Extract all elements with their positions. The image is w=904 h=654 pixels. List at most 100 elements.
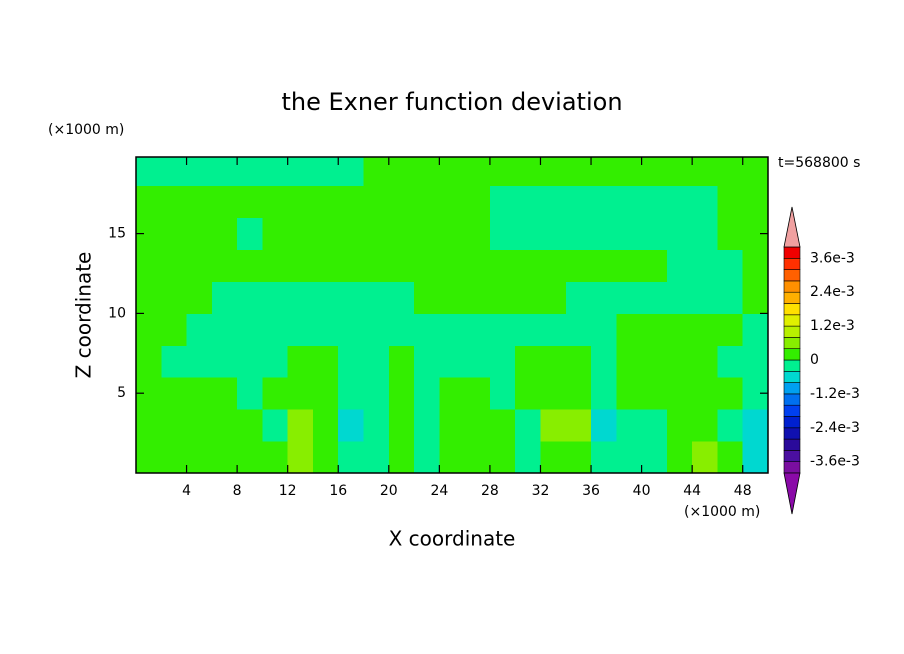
- field-cell: [237, 281, 263, 314]
- field-cell: [717, 157, 744, 187]
- field-cell: [262, 313, 289, 346]
- field-cell: [262, 345, 289, 378]
- field-cell: [742, 345, 768, 378]
- field-cell: [666, 441, 693, 473]
- field-cell: [742, 185, 768, 219]
- field-cell: [666, 377, 693, 410]
- field-cell: [692, 281, 718, 314]
- field-cell: [616, 157, 643, 187]
- field-cell: [591, 249, 617, 282]
- field-cell: [136, 157, 162, 187]
- x-tick-label: 28: [481, 483, 499, 499]
- field-cell: [565, 249, 592, 282]
- field-cell: [414, 281, 440, 314]
- field-cell: [262, 441, 289, 473]
- field-cell: [363, 313, 390, 346]
- field-cell: [464, 409, 491, 442]
- field-cell: [414, 185, 440, 219]
- field-cell: [287, 377, 314, 410]
- field-cell: [388, 409, 415, 442]
- colorbar-box: [783, 269, 801, 282]
- field-cell: [641, 249, 668, 282]
- field-cell: [464, 249, 491, 282]
- field-cell: [742, 281, 768, 314]
- field-cell: [211, 249, 238, 282]
- field-cell: [717, 217, 744, 251]
- field-cell: [338, 217, 365, 251]
- field-cell: [540, 217, 567, 251]
- colorbar-box: [783, 461, 801, 474]
- field-cell: [591, 441, 617, 473]
- field-cell: [692, 249, 718, 282]
- colorbar-label: 3.6e-3: [810, 250, 855, 266]
- colorbar-box: [783, 337, 801, 349]
- field-cell: [616, 281, 643, 314]
- field-cell: [161, 217, 188, 251]
- field-cell: [591, 377, 617, 410]
- field-cell: [363, 281, 390, 314]
- field-cell: [641, 409, 668, 442]
- field-cell: [540, 157, 567, 187]
- field-cell: [439, 377, 466, 410]
- field-cell: [666, 281, 693, 314]
- field-cell: [287, 345, 314, 378]
- field-cell: [414, 249, 440, 282]
- field-cell: [287, 409, 314, 442]
- field-cell: [464, 377, 491, 410]
- field-cell: [591, 345, 617, 378]
- field-cell: [363, 249, 390, 282]
- field-cell: [666, 157, 693, 187]
- x-axis-label: X coordinate: [389, 527, 516, 551]
- field-cell: [414, 157, 440, 187]
- field-cell: [439, 441, 466, 473]
- field-cell: [211, 185, 238, 219]
- colorbar-box: [783, 325, 801, 338]
- field-cell: [287, 441, 314, 473]
- colorbar-box: [783, 416, 801, 429]
- field-cell: [186, 441, 213, 473]
- field-cell: [388, 377, 415, 410]
- field-cell: [641, 157, 668, 187]
- field-cell: [136, 281, 162, 314]
- field-cell: [161, 185, 188, 219]
- field-cell: [692, 313, 718, 346]
- field-cell: [338, 185, 365, 219]
- field-cell: [616, 377, 643, 410]
- field-cell: [338, 249, 365, 282]
- field-cell: [388, 281, 415, 314]
- field-cell: [540, 313, 567, 346]
- field-cell: [414, 441, 440, 473]
- field-cell: [211, 441, 238, 473]
- colorbar-label: 0: [810, 352, 819, 368]
- field-cell: [717, 409, 744, 442]
- field-cell: [388, 313, 415, 346]
- field-cell: [565, 441, 592, 473]
- field-cell: [136, 345, 162, 378]
- field-cell: [312, 281, 339, 314]
- field-cell: [262, 409, 289, 442]
- field-cell: [338, 409, 365, 442]
- field-cell: [540, 441, 567, 473]
- colorbar-over: [783, 206, 801, 248]
- field-cell: [666, 217, 693, 251]
- field-cell: [565, 217, 592, 251]
- field-cell: [211, 157, 238, 187]
- field-cell: [515, 281, 541, 314]
- field-cell: [186, 409, 213, 442]
- field-cell: [136, 185, 162, 219]
- time-label: t=568800 s: [778, 155, 860, 171]
- field-cell: [717, 185, 744, 219]
- colorbar-box: [783, 382, 801, 395]
- field-cell: [388, 249, 415, 282]
- field-cell: [312, 157, 339, 187]
- field-cell: [161, 313, 188, 346]
- x-tick-label: 20: [380, 483, 398, 499]
- field-cell: [388, 185, 415, 219]
- field-cell: [338, 281, 365, 314]
- field-cell: [186, 185, 213, 219]
- field-cell: [591, 281, 617, 314]
- field-cell: [262, 157, 289, 187]
- field-cell: [237, 313, 263, 346]
- field-cell: [489, 217, 516, 251]
